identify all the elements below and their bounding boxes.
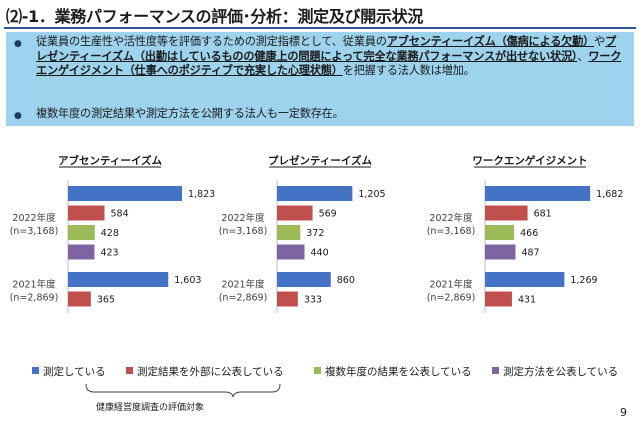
- bar-value-label: 431: [518, 295, 536, 306]
- bar-value-label: 1,603: [174, 275, 201, 286]
- bar: [277, 205, 313, 221]
- bar-value-label: 1,205: [358, 189, 385, 200]
- summary-text: 従業員の生産性や活性度等を評価するための測定指標として、従業員の: [36, 35, 387, 48]
- bar-value-label: 440: [311, 248, 329, 259]
- bullet-dot-icon: ●: [14, 111, 22, 121]
- chart-legend: 測定している 測定結果を外部に公表している 複数年度の結果を公表している 測定方法を公…: [14, 364, 634, 378]
- legend-label: 測定結果を外部に公表している: [137, 366, 284, 378]
- bar-value-label: 423: [100, 248, 118, 259]
- legend-item: 測定方法を公表している: [492, 364, 618, 379]
- summary-text: を把握する法人数は増加。: [342, 64, 475, 77]
- bar-value-label: 365: [97, 295, 115, 306]
- bullet-dot-icon: ●: [14, 39, 22, 49]
- legend-swatch: [314, 367, 321, 374]
- summary-box: ● 従業員の生産性や活性度等を評価するための測定指標として、従業員のアブセンティ…: [6, 32, 634, 126]
- legend-item: 測定している: [32, 364, 106, 379]
- bar-value-label: 1,682: [596, 189, 623, 200]
- category-sublabel: (n=2,869): [219, 292, 268, 303]
- legend-swatch: [492, 367, 499, 374]
- chart-title: プレゼンティーイズム: [268, 154, 373, 167]
- bar: [485, 205, 528, 221]
- summary-bullet-1: ● 従業員の生産性や活性度等を評価するための測定指標として、従業員のアブセンティ…: [14, 35, 626, 79]
- bar-value-label: 466: [520, 228, 538, 239]
- bar-value-label: 860: [337, 275, 355, 286]
- summary-bullet-2-text: 複数年度の測定結果や測定方法を公開する法人も一定数存在。: [36, 107, 344, 120]
- category-sublabel: (n=3,168): [219, 226, 268, 237]
- bar-value-label: 1,269: [570, 275, 597, 286]
- bar: [68, 244, 95, 260]
- bar: [485, 291, 512, 307]
- page-number: 9: [620, 406, 627, 419]
- bar-value-label: 428: [101, 228, 119, 239]
- bar: [68, 225, 95, 240]
- legend-swatch: [126, 367, 133, 374]
- summary-text: 、: [577, 49, 589, 63]
- bar: [277, 272, 331, 287]
- legend-label: 測定している: [43, 366, 106, 378]
- bar-value-label: 569: [319, 209, 337, 220]
- category-sublabel: (n=3,168): [427, 226, 476, 237]
- category-label: 2022年度: [221, 212, 265, 224]
- title-rule: [4, 27, 636, 29]
- bar-value-label: 681: [534, 209, 552, 220]
- bar: [485, 244, 516, 260]
- bar: [277, 186, 353, 201]
- chart-title: アブセンティーイズム: [58, 154, 163, 167]
- target-note: 健康経営度調査の評価対象: [96, 403, 205, 413]
- bar: [485, 225, 515, 240]
- summary-bullet-1-text: 従業員の生産性や活性度等を評価するための測定指標として、従業員のアブセンティーイ…: [14, 35, 626, 79]
- legend-label: 測定方法を公表している: [503, 366, 619, 378]
- bar: [277, 225, 301, 240]
- category-sublabel: (n=2,869): [427, 292, 476, 303]
- category-label: 2021年度: [429, 278, 473, 290]
- legend-label: 複数年度の結果を公表している: [325, 366, 472, 378]
- bar-value-label: 584: [111, 209, 129, 220]
- slide-title: ⑵-1．業務パフォーマンスの評価･分析：測定及び開示状況: [6, 7, 424, 26]
- summary-highlight: アブセンティーイズム（傷病による欠勤）: [386, 35, 595, 48]
- category-sublabel: (n=2,869): [10, 292, 59, 303]
- legend-swatch: [32, 367, 39, 374]
- category-label: 2022年度: [12, 212, 56, 224]
- bar: [277, 291, 298, 307]
- target-bracket: [85, 383, 281, 398]
- bar-value-label: 1,823: [188, 189, 215, 200]
- bar: [485, 272, 565, 287]
- bar-value-label: 333: [304, 295, 322, 306]
- bar: [68, 272, 169, 287]
- bar: [68, 186, 182, 201]
- bar-value-label: 372: [306, 228, 324, 239]
- bar: [68, 205, 105, 221]
- legend-item: 複数年度の結果を公表している: [314, 364, 472, 379]
- legend-item: 測定結果を外部に公表している: [126, 364, 284, 379]
- bar: [68, 291, 91, 307]
- chart-title: ワークエンゲイジメント: [472, 154, 587, 167]
- category-label: 2021年度: [221, 278, 265, 290]
- category-label: 2021年度: [12, 278, 56, 290]
- category-label: 2022年度: [429, 212, 473, 224]
- bar-value-label: 487: [521, 248, 539, 259]
- bar: [485, 186, 591, 201]
- summary-highlight: プレゼンティーイズム（出勤はしているものの健康上の問題によって完全な業務パフォー…: [36, 35, 617, 63]
- summary-highlight: ワークエンゲイジメント（仕事へのポジティブで充実した心理状態）: [36, 49, 622, 78]
- summary-bullet-2: ● 複数年度の測定結果や測定方法を公開する法人も一定数存在。: [14, 107, 626, 122]
- category-sublabel: (n=3,168): [10, 226, 59, 237]
- summary-text: や: [594, 35, 606, 48]
- bar: [277, 244, 305, 260]
